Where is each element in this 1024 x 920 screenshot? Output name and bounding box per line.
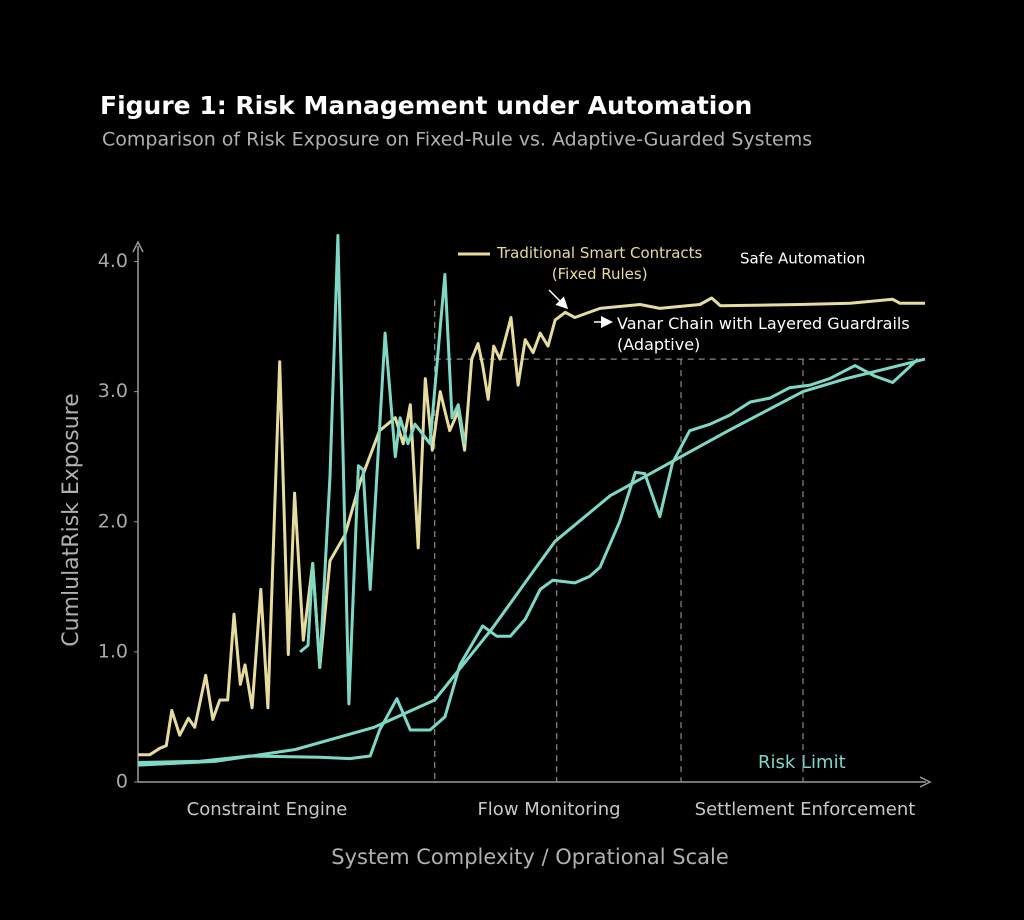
y-tick-label: 3.0 bbox=[98, 380, 128, 402]
y-tick-label: 0 bbox=[116, 771, 128, 793]
legend-label: Vanar Chain with Layered Guardrails (Ada… bbox=[617, 314, 910, 354]
chart-subtitle: Comparison of Risk Exposure on Fixed-Rul… bbox=[102, 129, 812, 151]
region-label: Constraint Engine bbox=[187, 799, 348, 820]
series-line bbox=[137, 357, 926, 767]
x-axis-label: System Complexity / Oprational Scale bbox=[331, 845, 728, 869]
x-axis-arrow bbox=[919, 776, 932, 788]
y-tick-label: 2.0 bbox=[98, 510, 128, 532]
annotation: Risk Limit bbox=[758, 752, 846, 773]
y-tick-label: 4.0 bbox=[98, 250, 128, 272]
y-tick-label: 1.0 bbox=[98, 640, 128, 662]
region-label: Flow Monitoring bbox=[477, 799, 620, 820]
region-label: Settlement Enforcement bbox=[695, 799, 916, 820]
series-line bbox=[138, 296, 925, 757]
y-axis-label: CumlulatRisk Exposure bbox=[59, 393, 84, 646]
annotation: Safe Automation bbox=[740, 250, 865, 268]
annotation-arrow bbox=[548, 289, 569, 310]
chart-title: Figure 1: Risk Management under Automati… bbox=[100, 91, 752, 120]
series-line bbox=[137, 358, 919, 764]
legend-label: Traditional Smart Contracts (Fixed Rules… bbox=[497, 244, 703, 283]
series-line bbox=[299, 234, 467, 706]
y-axis-arrow bbox=[132, 240, 144, 253]
